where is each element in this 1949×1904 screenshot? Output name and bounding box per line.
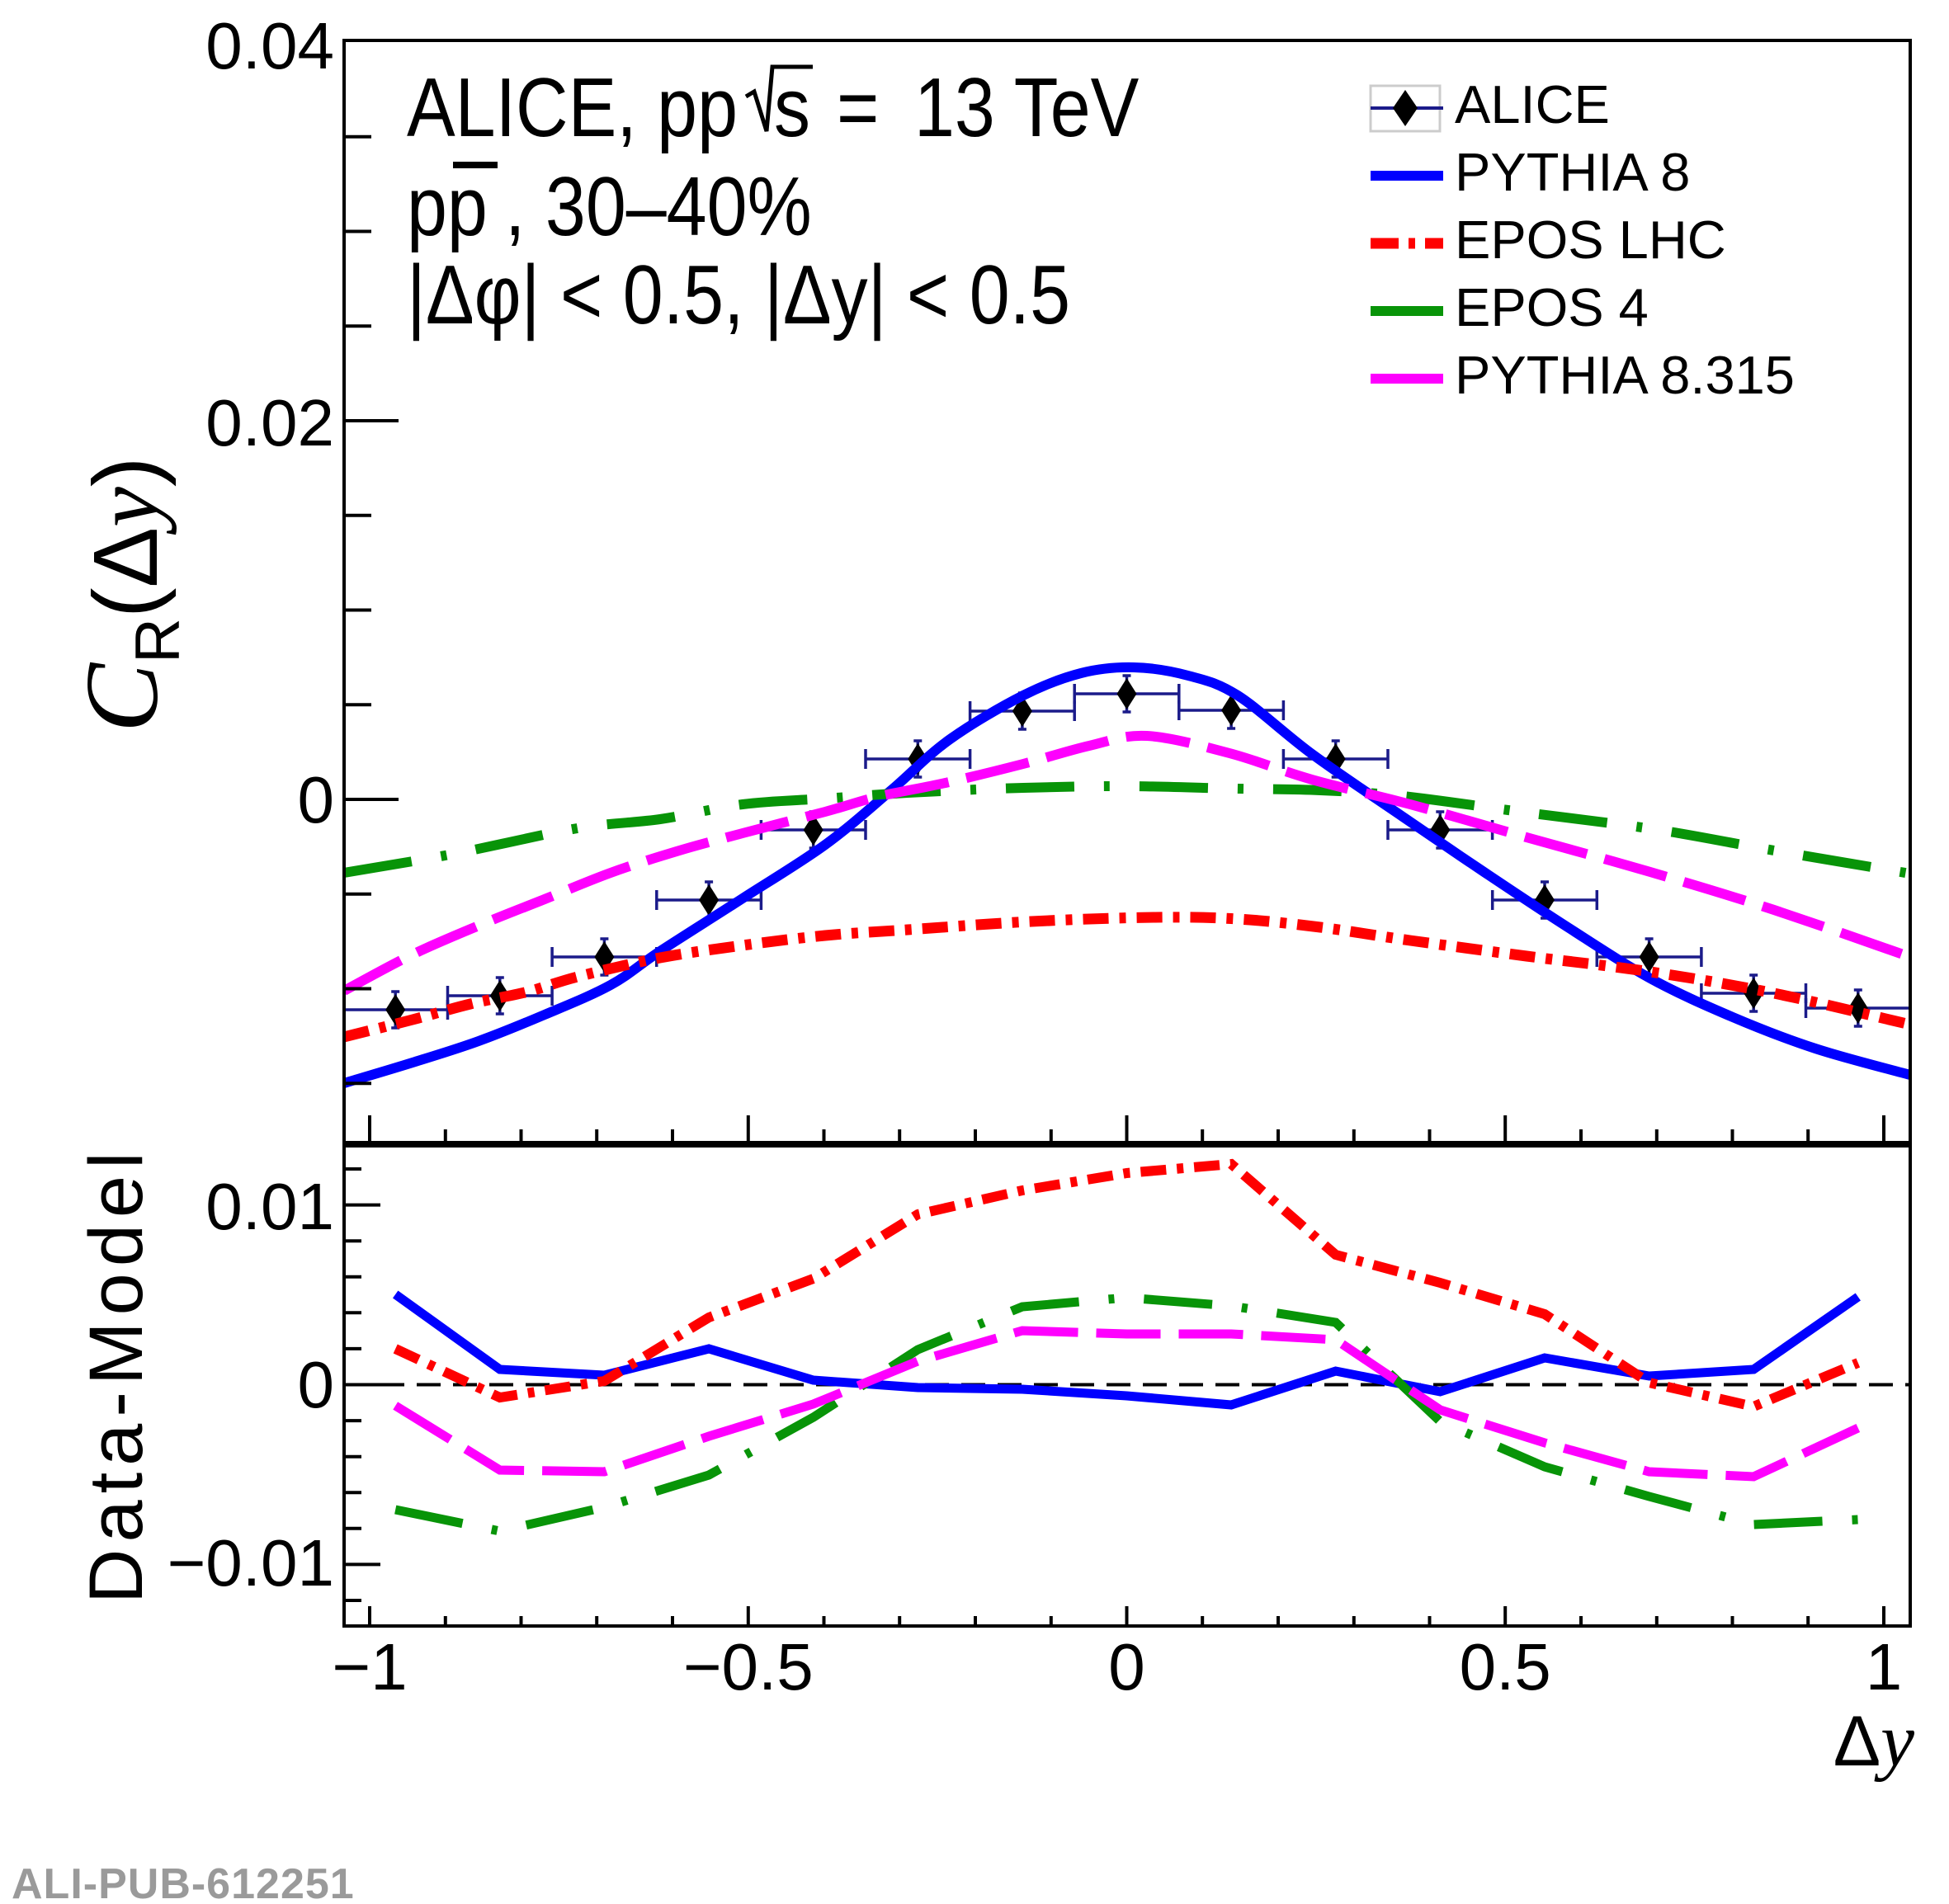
svg-text:0.5: 0.5 (1460, 1630, 1551, 1704)
svg-text:PYTHIA 8: PYTHIA 8 (1455, 142, 1690, 202)
svg-text:1: 1 (1866, 1630, 1903, 1704)
svg-text:|Δφ| < 0.5, |Δy| < 0.5: |Δφ| < 0.5, |Δy| < 0.5 (407, 248, 1070, 342)
svg-text:0: 0 (1108, 1630, 1145, 1704)
svg-text:ALI-PUB-612251: ALI-PUB-612251 (12, 1860, 355, 1904)
svg-text:−0.01: −0.01 (168, 1526, 334, 1600)
svg-text:, 30–40%: , 30–40% (505, 160, 812, 253)
svg-text:13 TeV: 13 TeV (914, 61, 1139, 154)
svg-text:Δy: Δy (1833, 1698, 1914, 1782)
svg-text:EPOS LHC: EPOS LHC (1455, 210, 1726, 270)
svg-text:−0.5: −0.5 (683, 1630, 814, 1704)
svg-text:0: 0 (298, 763, 335, 837)
svg-text:=: = (837, 61, 879, 154)
svg-text:PYTHIA 8.315: PYTHIA 8.315 (1455, 345, 1795, 405)
svg-text:EPOS 4: EPOS 4 (1455, 277, 1649, 337)
svg-text:0.04: 0.04 (205, 9, 334, 82)
svg-text:ALICE: ALICE (1455, 74, 1610, 134)
svg-text:0.02: 0.02 (205, 386, 334, 460)
svg-text:−1: −1 (332, 1630, 407, 1704)
svg-text:ALICE, pp: ALICE, pp (407, 61, 738, 154)
svg-text:pp: pp (407, 160, 488, 253)
svg-text:s: s (774, 61, 810, 154)
svg-text:Data-Model: Data-Model (74, 1145, 158, 1604)
svg-text:CR(Δy): CR(Δy) (65, 456, 193, 733)
svg-text:0.01: 0.01 (205, 1170, 334, 1243)
svg-text:0: 0 (298, 1348, 335, 1421)
